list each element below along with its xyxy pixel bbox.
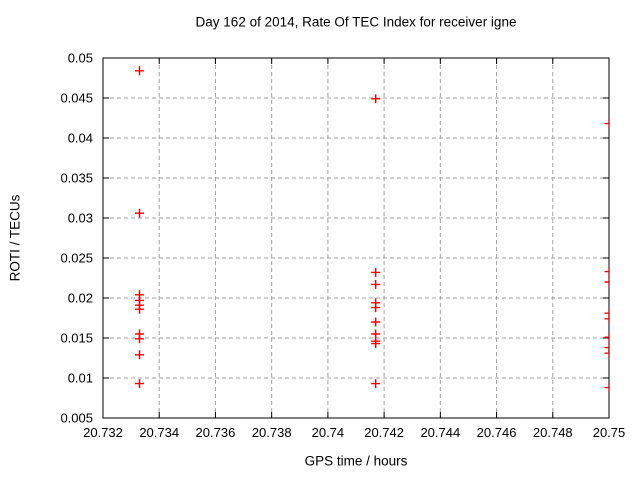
- x-tick-label: 20.732: [83, 425, 123, 440]
- data-point: [371, 303, 381, 313]
- x-tick-label: 20.748: [533, 425, 573, 440]
- x-tick-label: 20.742: [364, 425, 404, 440]
- x-axis-label: GPS time / hours: [304, 453, 408, 469]
- data-point: [604, 343, 609, 353]
- y-tick-label: 0.025: [60, 251, 93, 266]
- y-tick-label: 0.04: [68, 131, 93, 146]
- y-tick-label: 0.05: [68, 51, 93, 66]
- y-tick-label: 0.01: [68, 371, 93, 386]
- y-tick-label: 0.03: [68, 211, 93, 226]
- data-point: [604, 332, 609, 342]
- data-point: [604, 267, 609, 277]
- data-point: [604, 348, 609, 358]
- x-tick-label: 20.744: [420, 425, 460, 440]
- data-point: [371, 267, 381, 277]
- data-point: [135, 379, 145, 389]
- data-point: [135, 208, 145, 218]
- y-tick-label: 0.015: [60, 331, 93, 346]
- data-point: [371, 279, 381, 289]
- x-tick-label: 20.75: [593, 425, 626, 440]
- data-point: [371, 317, 381, 327]
- data-point: [371, 379, 381, 389]
- y-tick-label: 0.045: [60, 91, 93, 106]
- x-tick-label: 20.746: [477, 425, 517, 440]
- data-point: [604, 314, 609, 324]
- x-tick-label: 20.74: [312, 425, 345, 440]
- data-point: [135, 350, 145, 360]
- data-point: [604, 277, 609, 287]
- x-tick-label: 20.734: [139, 425, 179, 440]
- x-tick-label: 20.736: [196, 425, 236, 440]
- y-tick-label: 0.035: [60, 171, 93, 186]
- data-point: [371, 339, 381, 349]
- chart-title: Day 162 of 2014, Rate Of TEC Index for r…: [195, 14, 517, 30]
- y-tick-label: 0.005: [60, 411, 93, 426]
- data-point: [604, 383, 609, 393]
- plot-border: [102, 57, 610, 419]
- data-point: [135, 304, 145, 314]
- x-tick-label: 20.738: [252, 425, 292, 440]
- data-point: [604, 308, 609, 318]
- data-points: [135, 66, 609, 393]
- data-point: [135, 334, 145, 344]
- data-point: [604, 119, 609, 129]
- y-tick-label: 0.02: [68, 291, 93, 306]
- data-point: [135, 66, 145, 76]
- data-point: [371, 94, 381, 104]
